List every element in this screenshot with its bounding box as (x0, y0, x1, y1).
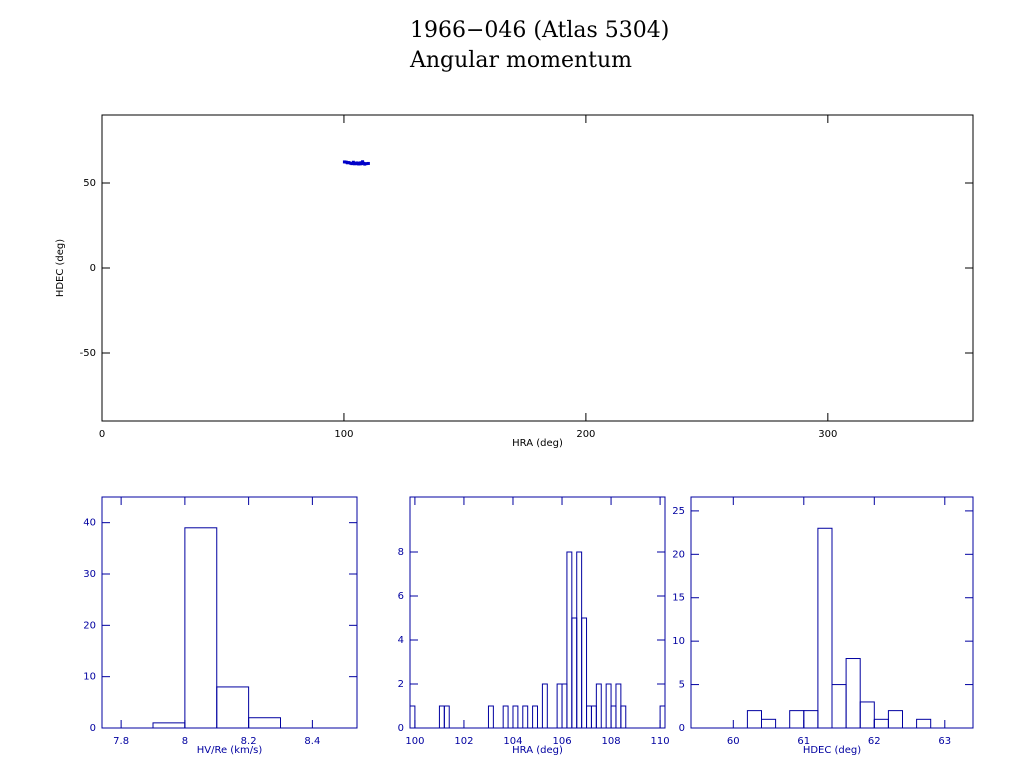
y-tick-label: -50 (80, 348, 96, 359)
scatter-point (361, 160, 365, 164)
histogram-bar (581, 617, 588, 729)
x-tick-label: 108 (602, 736, 621, 747)
y-tick-label: 0 (90, 723, 96, 734)
x-tick-label: 300 (818, 429, 837, 440)
x-tick-label: 8.2 (241, 736, 257, 747)
x-tick-label: 100 (334, 429, 353, 440)
scatter-point (345, 161, 349, 165)
scatter-point (351, 160, 355, 164)
histogram-bar (859, 701, 875, 729)
y-tick-label: 5 (679, 680, 685, 691)
x-tick-label: 100 (405, 736, 424, 747)
x-axis-label: HRA (deg) (512, 745, 563, 756)
y-tick-label: 40 (83, 518, 96, 529)
x-axis-label: HRA (deg) (512, 438, 563, 449)
y-tick-label: 25 (672, 506, 685, 517)
x-tick-label: 63 (938, 736, 951, 747)
histogram-bar (184, 527, 218, 729)
histogram-bar (502, 705, 509, 729)
x-tick-label: 8.4 (304, 736, 320, 747)
scatter-point (364, 162, 368, 166)
y-tick-label: 0 (398, 723, 404, 734)
scatter-point (347, 161, 351, 165)
chart-subtitle: Angular momentum (409, 48, 632, 73)
y-tick-label: 8 (398, 547, 404, 558)
histogram-bar (216, 686, 250, 729)
histogram-bar (845, 658, 861, 729)
histogram-bar (409, 705, 416, 729)
y-tick-label: 10 (83, 672, 96, 683)
x-tick-label: 102 (454, 736, 473, 747)
histogram-bar (532, 705, 538, 729)
histogram-bar (817, 527, 833, 729)
histogram-bar (248, 717, 281, 729)
y-tick-label: 20 (672, 549, 685, 560)
scatter-point (360, 162, 364, 166)
chart-title: 1966−046 (Atlas 5304) (410, 18, 669, 43)
histogram-bar (512, 705, 519, 729)
histogram-bar (620, 705, 627, 729)
histogram-bar (443, 705, 450, 729)
histogram-bar (916, 718, 932, 729)
x-tick-label: 110 (651, 736, 670, 747)
x-tick-label: 62 (868, 736, 881, 747)
x-axis-label: HDEC (deg) (803, 745, 861, 756)
x-tick-label: 7.8 (113, 736, 129, 747)
x-tick-label: 106 (552, 736, 571, 747)
y-tick-label: 6 (398, 591, 404, 602)
y-tick-label: 0 (679, 723, 685, 734)
y-tick-label: 4 (398, 635, 404, 646)
scatter-point (342, 160, 346, 164)
histogram-bar (487, 705, 494, 729)
x-axis-label: HV/Re (km/s) (197, 745, 263, 756)
y-tick-label: 15 (672, 593, 685, 604)
y-tick-label: 10 (672, 636, 685, 647)
x-tick-label: 61 (797, 736, 810, 747)
y-axis-label: HDEC (deg) (55, 239, 66, 297)
histogram-bar (541, 683, 548, 729)
x-tick-label: 8 (182, 736, 188, 747)
x-tick-label: 104 (503, 736, 522, 747)
x-tick-label: 200 (576, 429, 595, 440)
y-tick-label: 20 (83, 620, 96, 631)
scatter-point (366, 161, 370, 165)
histogram-bar (761, 718, 777, 729)
histogram-bar (595, 683, 602, 729)
x-tick-label: 0 (99, 429, 105, 440)
y-tick-label: 30 (83, 569, 96, 580)
y-tick-label: 2 (398, 679, 404, 690)
y-tick-label: 50 (83, 178, 96, 189)
x-tick-label: 60 (727, 736, 740, 747)
histogram-bar (887, 710, 904, 729)
histogram-bar (659, 705, 666, 729)
histogram-bar (522, 705, 529, 729)
y-tick-label: 0 (90, 263, 96, 274)
